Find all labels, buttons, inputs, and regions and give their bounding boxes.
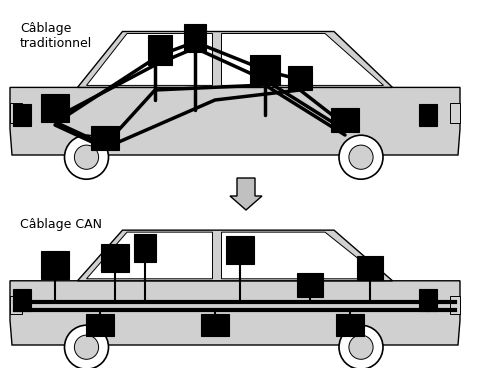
Circle shape (74, 145, 99, 169)
Bar (13, 289, 31, 311)
Bar (10, 296, 22, 314)
Polygon shape (86, 232, 212, 279)
Bar (419, 289, 437, 311)
Bar (148, 35, 172, 65)
Bar (419, 104, 437, 126)
Bar (201, 314, 229, 336)
Polygon shape (10, 281, 460, 345)
Bar (288, 66, 312, 90)
Circle shape (349, 335, 373, 359)
Bar (86, 314, 114, 336)
Bar (450, 296, 460, 314)
Circle shape (65, 135, 108, 179)
FancyArrow shape (230, 178, 262, 210)
Polygon shape (86, 33, 212, 85)
Circle shape (74, 335, 99, 359)
Bar (134, 234, 156, 262)
Bar (184, 24, 206, 52)
Bar (336, 314, 364, 336)
Bar (450, 103, 460, 123)
Text: Câblage
traditionnel: Câblage traditionnel (20, 22, 92, 50)
Bar (297, 273, 323, 297)
Polygon shape (221, 33, 384, 85)
Bar (13, 104, 31, 126)
Circle shape (339, 325, 383, 368)
Bar (331, 108, 359, 132)
Polygon shape (77, 230, 392, 281)
Polygon shape (77, 32, 392, 87)
Polygon shape (221, 232, 384, 279)
Circle shape (339, 135, 383, 179)
Bar (226, 236, 254, 264)
Bar (41, 251, 69, 279)
Bar (41, 94, 69, 122)
Bar (357, 256, 383, 280)
Bar (101, 244, 129, 272)
Circle shape (65, 325, 108, 368)
Bar (91, 126, 119, 150)
Bar (10, 103, 22, 123)
Text: Câblage CAN: Câblage CAN (20, 218, 102, 231)
Circle shape (349, 145, 373, 169)
Polygon shape (10, 87, 460, 155)
Bar (250, 55, 280, 85)
